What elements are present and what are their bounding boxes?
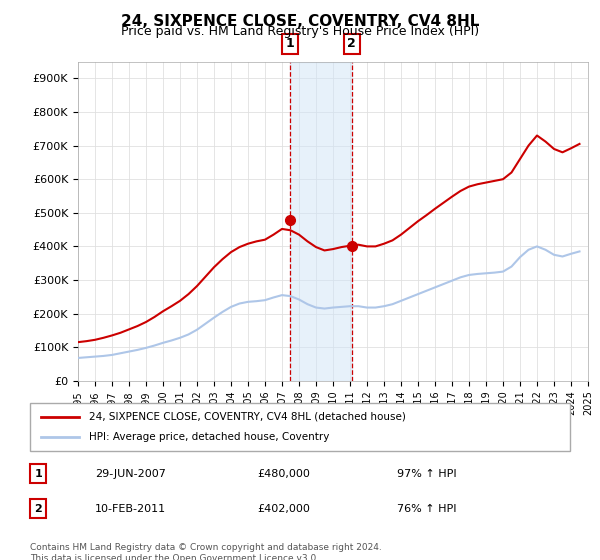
Text: 24, SIXPENCE CLOSE, COVENTRY, CV4 8HL (detached house): 24, SIXPENCE CLOSE, COVENTRY, CV4 8HL (d… [89,412,406,422]
Text: Price paid vs. HM Land Registry's House Price Index (HPI): Price paid vs. HM Land Registry's House … [121,25,479,38]
Text: Contains HM Land Registry data © Crown copyright and database right 2024.
This d: Contains HM Land Registry data © Crown c… [30,543,382,560]
Text: 24, SIXPENCE CLOSE, COVENTRY, CV4 8HL: 24, SIXPENCE CLOSE, COVENTRY, CV4 8HL [121,14,479,29]
Text: 97% ↑ HPI: 97% ↑ HPI [397,469,457,479]
Text: 1: 1 [34,469,42,479]
Text: 29-JUN-2007: 29-JUN-2007 [95,469,166,479]
Text: 76% ↑ HPI: 76% ↑ HPI [397,504,457,514]
FancyBboxPatch shape [30,403,570,451]
Text: 2: 2 [347,38,356,50]
Text: £480,000: £480,000 [257,469,310,479]
Text: 2: 2 [34,504,42,514]
Text: £402,000: £402,000 [257,504,310,514]
Text: HPI: Average price, detached house, Coventry: HPI: Average price, detached house, Cove… [89,432,330,442]
Text: 1: 1 [286,38,295,50]
Bar [290,62,352,381]
Text: 10-FEB-2011: 10-FEB-2011 [95,504,166,514]
